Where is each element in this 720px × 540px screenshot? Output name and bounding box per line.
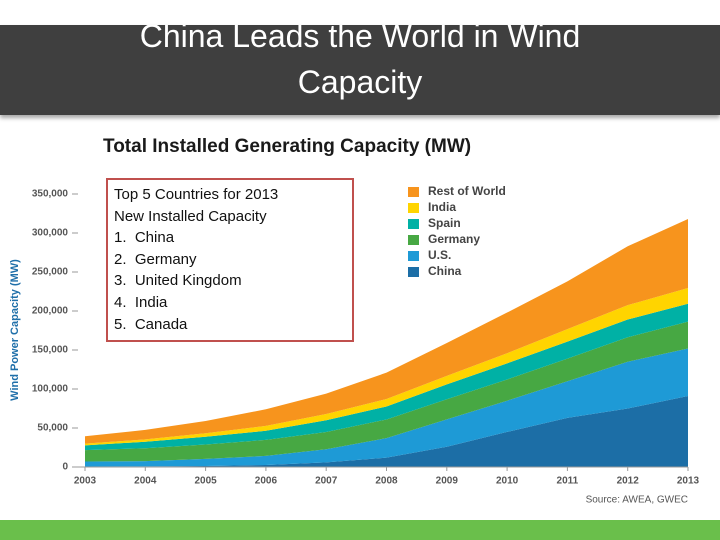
legend-label: India	[428, 200, 456, 214]
area	[85, 348, 688, 467]
legend-swatch	[408, 219, 419, 229]
chart-title: Total Installed Generating Capacity (MW)	[103, 136, 472, 157]
y-tick-label: 200,000	[32, 306, 69, 317]
annotation-line: New Installed Capacity	[114, 207, 267, 225]
x-tick-label: 2011	[557, 476, 579, 487]
title-banner: China Leads the World in Wind Capacity	[0, 25, 720, 115]
x-tick-label: 2006	[255, 476, 278, 487]
y-tick-label: 50,000	[37, 423, 68, 434]
legend-swatch	[408, 267, 419, 277]
legend-swatch	[408, 187, 419, 197]
legend-swatch	[408, 235, 419, 245]
x-tick-label: 2008	[375, 476, 398, 487]
y-tick-label: 350,000	[32, 189, 69, 200]
legend-label: U.S.	[428, 248, 451, 262]
y-tick-label: 150,000	[32, 345, 69, 356]
legend-swatch	[408, 203, 419, 213]
slide-title: China Leads the World in Wind Capacity	[139, 25, 581, 100]
y-tick-label: 250,000	[32, 267, 69, 278]
y-axis-label: Wind Power Capacity (MW)	[9, 259, 21, 401]
legend-swatch	[408, 251, 419, 261]
annotation-line: 4. India	[114, 293, 168, 311]
area	[85, 218, 688, 444]
x-tick-label: 2010	[496, 476, 519, 487]
area	[85, 396, 688, 467]
x-tick-label: 2012	[617, 476, 640, 487]
annotation-line: 5. Canada	[114, 315, 188, 333]
annotation-box: Top 5 Countries for 2013 New Installed Ca…	[106, 178, 354, 342]
annotation-line: Top 5 Countries for 2013	[114, 186, 279, 203]
chart: 0 50,000 100,000 150,000 200,000 250,000 300,0…	[9, 184, 700, 506]
legend-label: Spain	[428, 216, 461, 230]
y-tick-label: 0	[62, 462, 68, 473]
x-tick-label: 2009	[436, 476, 459, 487]
legend-label: Germany	[428, 232, 480, 246]
source: Source: AWEA, GWEC	[586, 495, 688, 506]
legend-label: Rest of World	[428, 184, 506, 198]
y-tick-label: 100,000	[32, 384, 69, 395]
x-tick-label: 2007	[315, 476, 338, 487]
annotation-line: 2. Germany	[114, 250, 197, 268]
x-tick-label: 2003	[74, 476, 97, 487]
footer-bar	[0, 520, 720, 540]
area	[85, 321, 688, 462]
annotation-line: 1. China	[114, 229, 175, 247]
legend-label: China	[428, 264, 462, 278]
x-tick-label: 2013	[677, 476, 700, 487]
x-tick-label: 2004	[134, 476, 157, 487]
annotation-line: 3. United Kingdom	[114, 272, 242, 290]
y-tick-label: 300,000	[32, 228, 69, 239]
x-tick-label: 2005	[194, 476, 217, 487]
